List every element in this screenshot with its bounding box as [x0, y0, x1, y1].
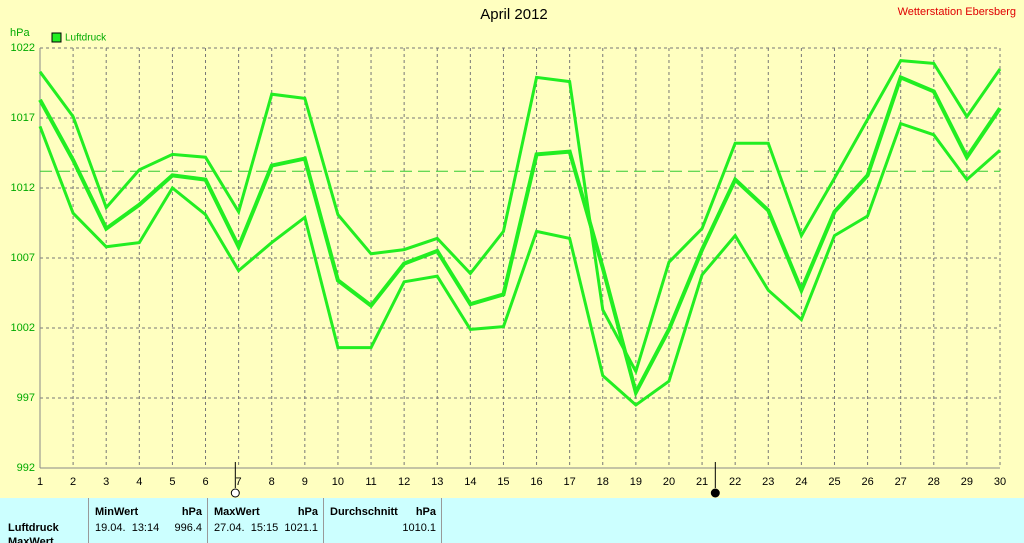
- table-end: [441, 498, 442, 543]
- station-name: Wetterstation Ebersberg: [898, 6, 1016, 18]
- column-value: 1010.1: [402, 522, 436, 534]
- x-tick-label: 1: [37, 476, 43, 488]
- pressure-line: [38, 74, 1002, 398]
- x-tick-label: 18: [597, 476, 609, 488]
- x-tick-label: 6: [202, 476, 208, 488]
- x-tick-label: 27: [895, 476, 907, 488]
- y-tick-label: 992: [17, 462, 35, 474]
- x-tick-label: 21: [696, 476, 708, 488]
- stats-column: MinWert hPa 19.04. 13:14 996.4: [88, 498, 208, 543]
- stats-column: MaxWert hPa 27.04. 15:15 1021.1: [207, 498, 324, 543]
- x-tick-label: 22: [729, 476, 741, 488]
- x-tick-label: 5: [169, 476, 175, 488]
- y-unit: hPa: [10, 27, 30, 39]
- pressure-line: [38, 121, 1001, 407]
- row-label: Luftdruck: [8, 522, 59, 534]
- moon-phase: [230, 488, 240, 498]
- y-tick-label: 1017: [11, 112, 35, 124]
- y-tick-label: 997: [17, 392, 35, 404]
- column-time: 27.04. 15:15: [214, 522, 279, 534]
- x-tick-label: 3: [103, 476, 109, 488]
- x-tick-label: 10: [332, 476, 344, 488]
- chart: April 2012 Wetterstation Ebersberg hPa 9…: [10, 6, 1016, 498]
- column-unit: hPa: [297, 506, 318, 518]
- y-tick-label: 1002: [11, 322, 35, 334]
- x-tick-label: 11: [365, 476, 376, 488]
- column-header: MaxWert: [214, 506, 260, 518]
- moon-phase: [710, 488, 720, 498]
- x-tick-label: 2: [70, 476, 76, 488]
- column-value: 1021.1: [284, 522, 318, 534]
- x-tick-label: 23: [762, 476, 774, 488]
- x-tick-label: 17: [564, 476, 576, 488]
- x-tick-label: 4: [136, 476, 142, 488]
- x-tick-label: 19: [630, 476, 642, 488]
- x-tick-label: 28: [928, 476, 940, 488]
- x-tick-label: 26: [861, 476, 873, 488]
- x-tick-label: 14: [464, 476, 476, 488]
- legend-label: Luftdruck: [65, 33, 107, 44]
- x-tick-label: 25: [828, 476, 840, 488]
- x-tick-label: 8: [269, 476, 275, 488]
- y-tick-label: 1012: [11, 182, 35, 194]
- row-label: MaxWert: [8, 536, 54, 543]
- pressure-line: [38, 59, 1002, 376]
- x-tick-label: 16: [530, 476, 542, 488]
- x-tick-label: 9: [302, 476, 308, 488]
- column-unit: hPa: [181, 506, 202, 518]
- x-tick-label: 30: [994, 476, 1006, 488]
- column-header: MinWert: [95, 506, 139, 518]
- x-tick-label: 13: [431, 476, 443, 488]
- x-tick-label: 7: [236, 476, 242, 488]
- column-value: 996.4: [174, 522, 202, 534]
- column-unit: hPa: [415, 506, 436, 518]
- column-header: Durchschnitt: [330, 506, 398, 518]
- stats-table: Luftdruck MaxWert MinWert hPa 19.04. 13:14 99…: [0, 498, 1024, 543]
- x-tick-label: 29: [961, 476, 973, 488]
- legend-swatch: [51, 32, 62, 43]
- y-tick-label: 1022: [11, 42, 35, 54]
- x-tick-label: 12: [398, 476, 410, 488]
- x-tick-label: 15: [497, 476, 509, 488]
- y-tick-label: 1007: [11, 252, 35, 264]
- stats-column: Durchschnitt hPa 1010.1: [323, 498, 442, 543]
- x-tick-label: 20: [663, 476, 675, 488]
- chart-title: April 2012: [480, 6, 548, 23]
- column-time: 19.04. 13:14: [95, 522, 160, 534]
- x-tick-label: 24: [795, 476, 807, 488]
